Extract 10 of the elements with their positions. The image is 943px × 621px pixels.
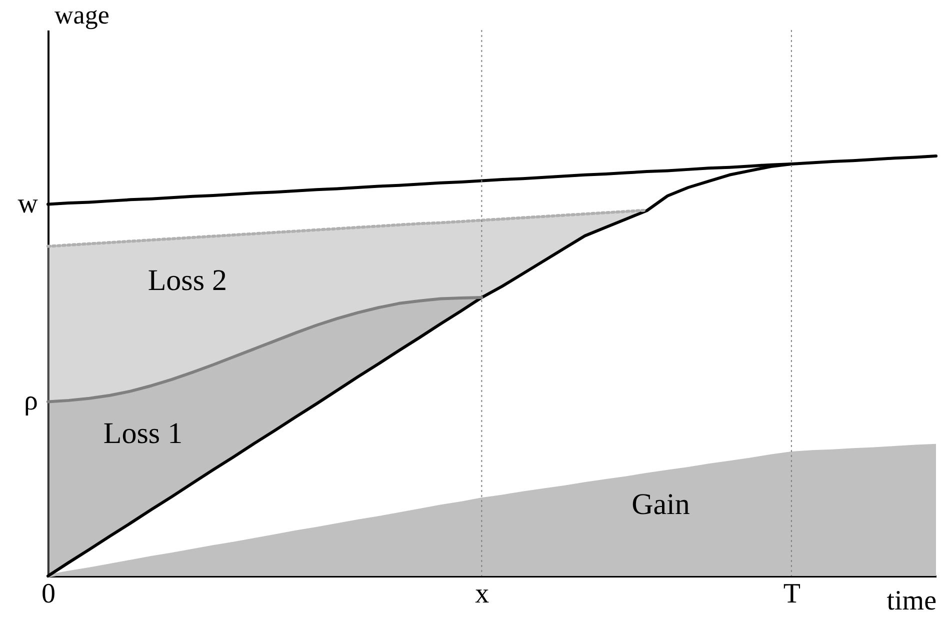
- x-tick-label: x: [475, 578, 490, 610]
- x-axis-title: time: [886, 586, 936, 616]
- annotation: Loss 1: [103, 417, 183, 450]
- annotation: Gain: [632, 488, 690, 522]
- x-tick-label: 0: [42, 578, 56, 610]
- annotation: w: [18, 188, 39, 220]
- annotation: ρ: [24, 386, 38, 417]
- x-tick-label: T: [783, 578, 800, 610]
- y-axis-title: wage: [54, 0, 110, 30]
- annotation: Loss 2: [148, 264, 228, 298]
